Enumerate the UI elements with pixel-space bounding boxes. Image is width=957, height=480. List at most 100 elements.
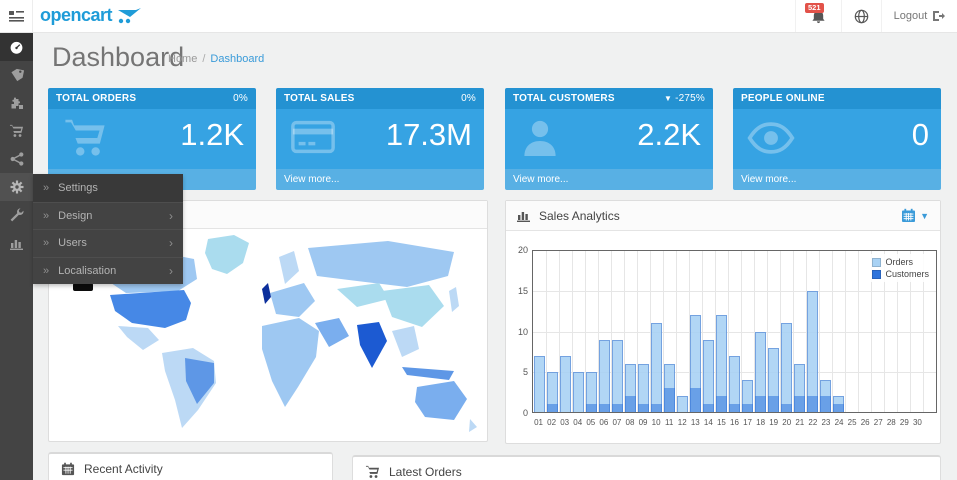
eye-icon	[747, 122, 795, 154]
chart-bar-customers	[767, 395, 780, 412]
sidebar-item-system[interactable]	[0, 173, 33, 201]
map-region-china[interactable]	[382, 285, 444, 327]
chart-x-axis: 01 02 03 04 05 06 07 08 09 10 11 12 13 14 15 16 17 18 19 20…	[532, 418, 937, 430]
x-axis-label: 07	[612, 418, 622, 427]
x-axis-label: 28	[886, 418, 896, 427]
latest-orders-title: Latest Orders	[389, 465, 462, 479]
breadcrumb-current-link[interactable]: Dashboard	[210, 53, 265, 65]
sidebar-item-tools[interactable]	[0, 201, 33, 229]
map-region-usa[interactable]	[110, 290, 191, 328]
view-more-link[interactable]: View more...	[276, 169, 484, 190]
x-axis-label: 14	[703, 418, 713, 427]
map-region-new-zealand[interactable]	[469, 419, 477, 432]
chart-gridline	[533, 291, 936, 293]
x-axis-label: 17	[743, 418, 753, 427]
chart-gridline	[533, 331, 936, 333]
map-region-uk[interactable]	[262, 283, 271, 304]
chart-bar-customers	[819, 395, 832, 412]
sidebar-item-reports[interactable]	[0, 229, 33, 257]
sidebar-item-sales[interactable]	[0, 117, 33, 145]
dashboard-icon	[9, 40, 24, 55]
view-more-link[interactable]: View more...	[733, 169, 941, 190]
chart-bar-orders	[637, 363, 650, 412]
chart-bar-customers	[546, 403, 559, 412]
chart-bar-customers	[637, 403, 650, 412]
x-axis-label: 15	[716, 418, 726, 427]
notifications-button[interactable]: 521	[795, 0, 841, 32]
map-region-india[interactable]	[357, 322, 387, 368]
system-flyout-menu: » Settings » Design › » Users › » Locali…	[33, 174, 183, 285]
chevron-right-icon: ›	[169, 264, 173, 279]
legend-swatch	[872, 269, 882, 279]
view-more-link[interactable]: View more...	[505, 169, 713, 190]
map-region-japan[interactable]	[449, 287, 459, 312]
top-navbar: opencart 521 Logout	[0, 0, 957, 33]
chevron-right-icon: ›	[169, 236, 173, 251]
sidebar-toggle-button[interactable]	[0, 0, 33, 32]
caret-down-icon: ▼	[920, 210, 929, 221]
chevron-right-icon: ›	[169, 208, 173, 223]
y-axis-label: 10	[517, 326, 528, 337]
double-angle-right-icon: »	[43, 237, 50, 250]
chart-bar-orders	[754, 331, 767, 412]
map-region-russia[interactable]	[308, 241, 454, 287]
date-range-dropdown-button[interactable]: ▼	[901, 208, 929, 223]
map-region-mexico[interactable]	[118, 326, 159, 350]
legend-swatch	[872, 257, 882, 267]
sales-analytics-panel: Sales Analytics ▼ Orders Customers 20 15 10…	[505, 200, 941, 444]
x-axis-label: 01	[534, 418, 543, 427]
menu-item-design[interactable]: » Design ›	[33, 201, 183, 230]
opencart-logo[interactable]: opencart	[40, 5, 142, 26]
sidebar-item-extensions[interactable]	[0, 89, 33, 117]
map-region-europe[interactable]	[270, 283, 315, 317]
tile-title: TOTAL ORDERS	[56, 93, 137, 104]
chart-bar-orders	[585, 371, 598, 412]
chart-legend: Orders Customers	[868, 254, 933, 282]
cart-icon	[9, 124, 24, 138]
chart-bar-customers	[611, 403, 624, 412]
menu-item-localisation[interactable]: » Localisation ›	[33, 256, 183, 285]
y-axis-label: 20	[517, 245, 528, 255]
x-axis-label: 10	[651, 418, 661, 427]
menu-item-users[interactable]: » Users ›	[33, 229, 183, 257]
sidebar-item-catalog[interactable]	[0, 61, 33, 89]
puzzle-piece-icon	[10, 96, 24, 110]
logout-button[interactable]: Logout	[881, 0, 957, 32]
sidebar-item-dashboard[interactable]	[0, 33, 33, 61]
double-angle-right-icon: »	[43, 265, 50, 278]
tile-delta: -275%	[675, 93, 705, 104]
tile-total-customers: TOTAL CUSTOMERS ▼ -275% 2.2K View more...	[505, 88, 713, 190]
tile-total-sales: TOTAL SALES 0% 17.3M View more...	[276, 88, 484, 190]
bar-chart-icon	[517, 209, 531, 222]
chart-bar-orders	[806, 291, 819, 412]
tile-title: PEOPLE ONLINE	[741, 93, 825, 104]
map-region-africa[interactable]	[262, 318, 319, 407]
map-region-central-asia[interactable]	[337, 283, 389, 307]
sidebar-item-marketing[interactable]	[0, 145, 33, 173]
navbar-actions: 521 Logout	[795, 0, 957, 32]
breadcrumb-home-link[interactable]: Home	[168, 53, 198, 65]
chart-bar-orders	[650, 323, 663, 412]
map-region-middle-east[interactable]	[315, 318, 349, 347]
chart-bar-orders	[598, 339, 611, 412]
x-axis-label: 30	[912, 418, 922, 427]
x-axis-label: 11	[665, 418, 674, 427]
store-front-button[interactable]	[841, 0, 881, 32]
map-region-australia[interactable]	[415, 381, 467, 420]
legend-entry-orders: Orders	[872, 256, 929, 268]
chart-bar-orders	[793, 363, 806, 412]
map-region-scandinavia[interactable]	[279, 251, 299, 284]
map-zoom-control[interactable]	[73, 283, 93, 291]
chart-bar-orders	[676, 395, 689, 412]
map-region-indonesia[interactable]	[402, 367, 454, 380]
sales-analytics-chart: Orders Customers 20 15 10 5 0 01 02 03 04 05 06 07 0…	[506, 231, 940, 444]
map-region-greenland[interactable]	[205, 235, 249, 274]
logout-label: Logout	[893, 10, 928, 22]
logo-text: opencart	[40, 5, 113, 25]
menu-item-settings[interactable]: » Settings	[33, 174, 183, 202]
chart-bar-customers	[806, 395, 819, 412]
map-region-southeast-asia[interactable]	[392, 326, 419, 357]
chart-bar-orders	[663, 363, 676, 412]
map-region-brazil[interactable]	[185, 358, 214, 404]
chart-bar-customers	[715, 395, 728, 412]
